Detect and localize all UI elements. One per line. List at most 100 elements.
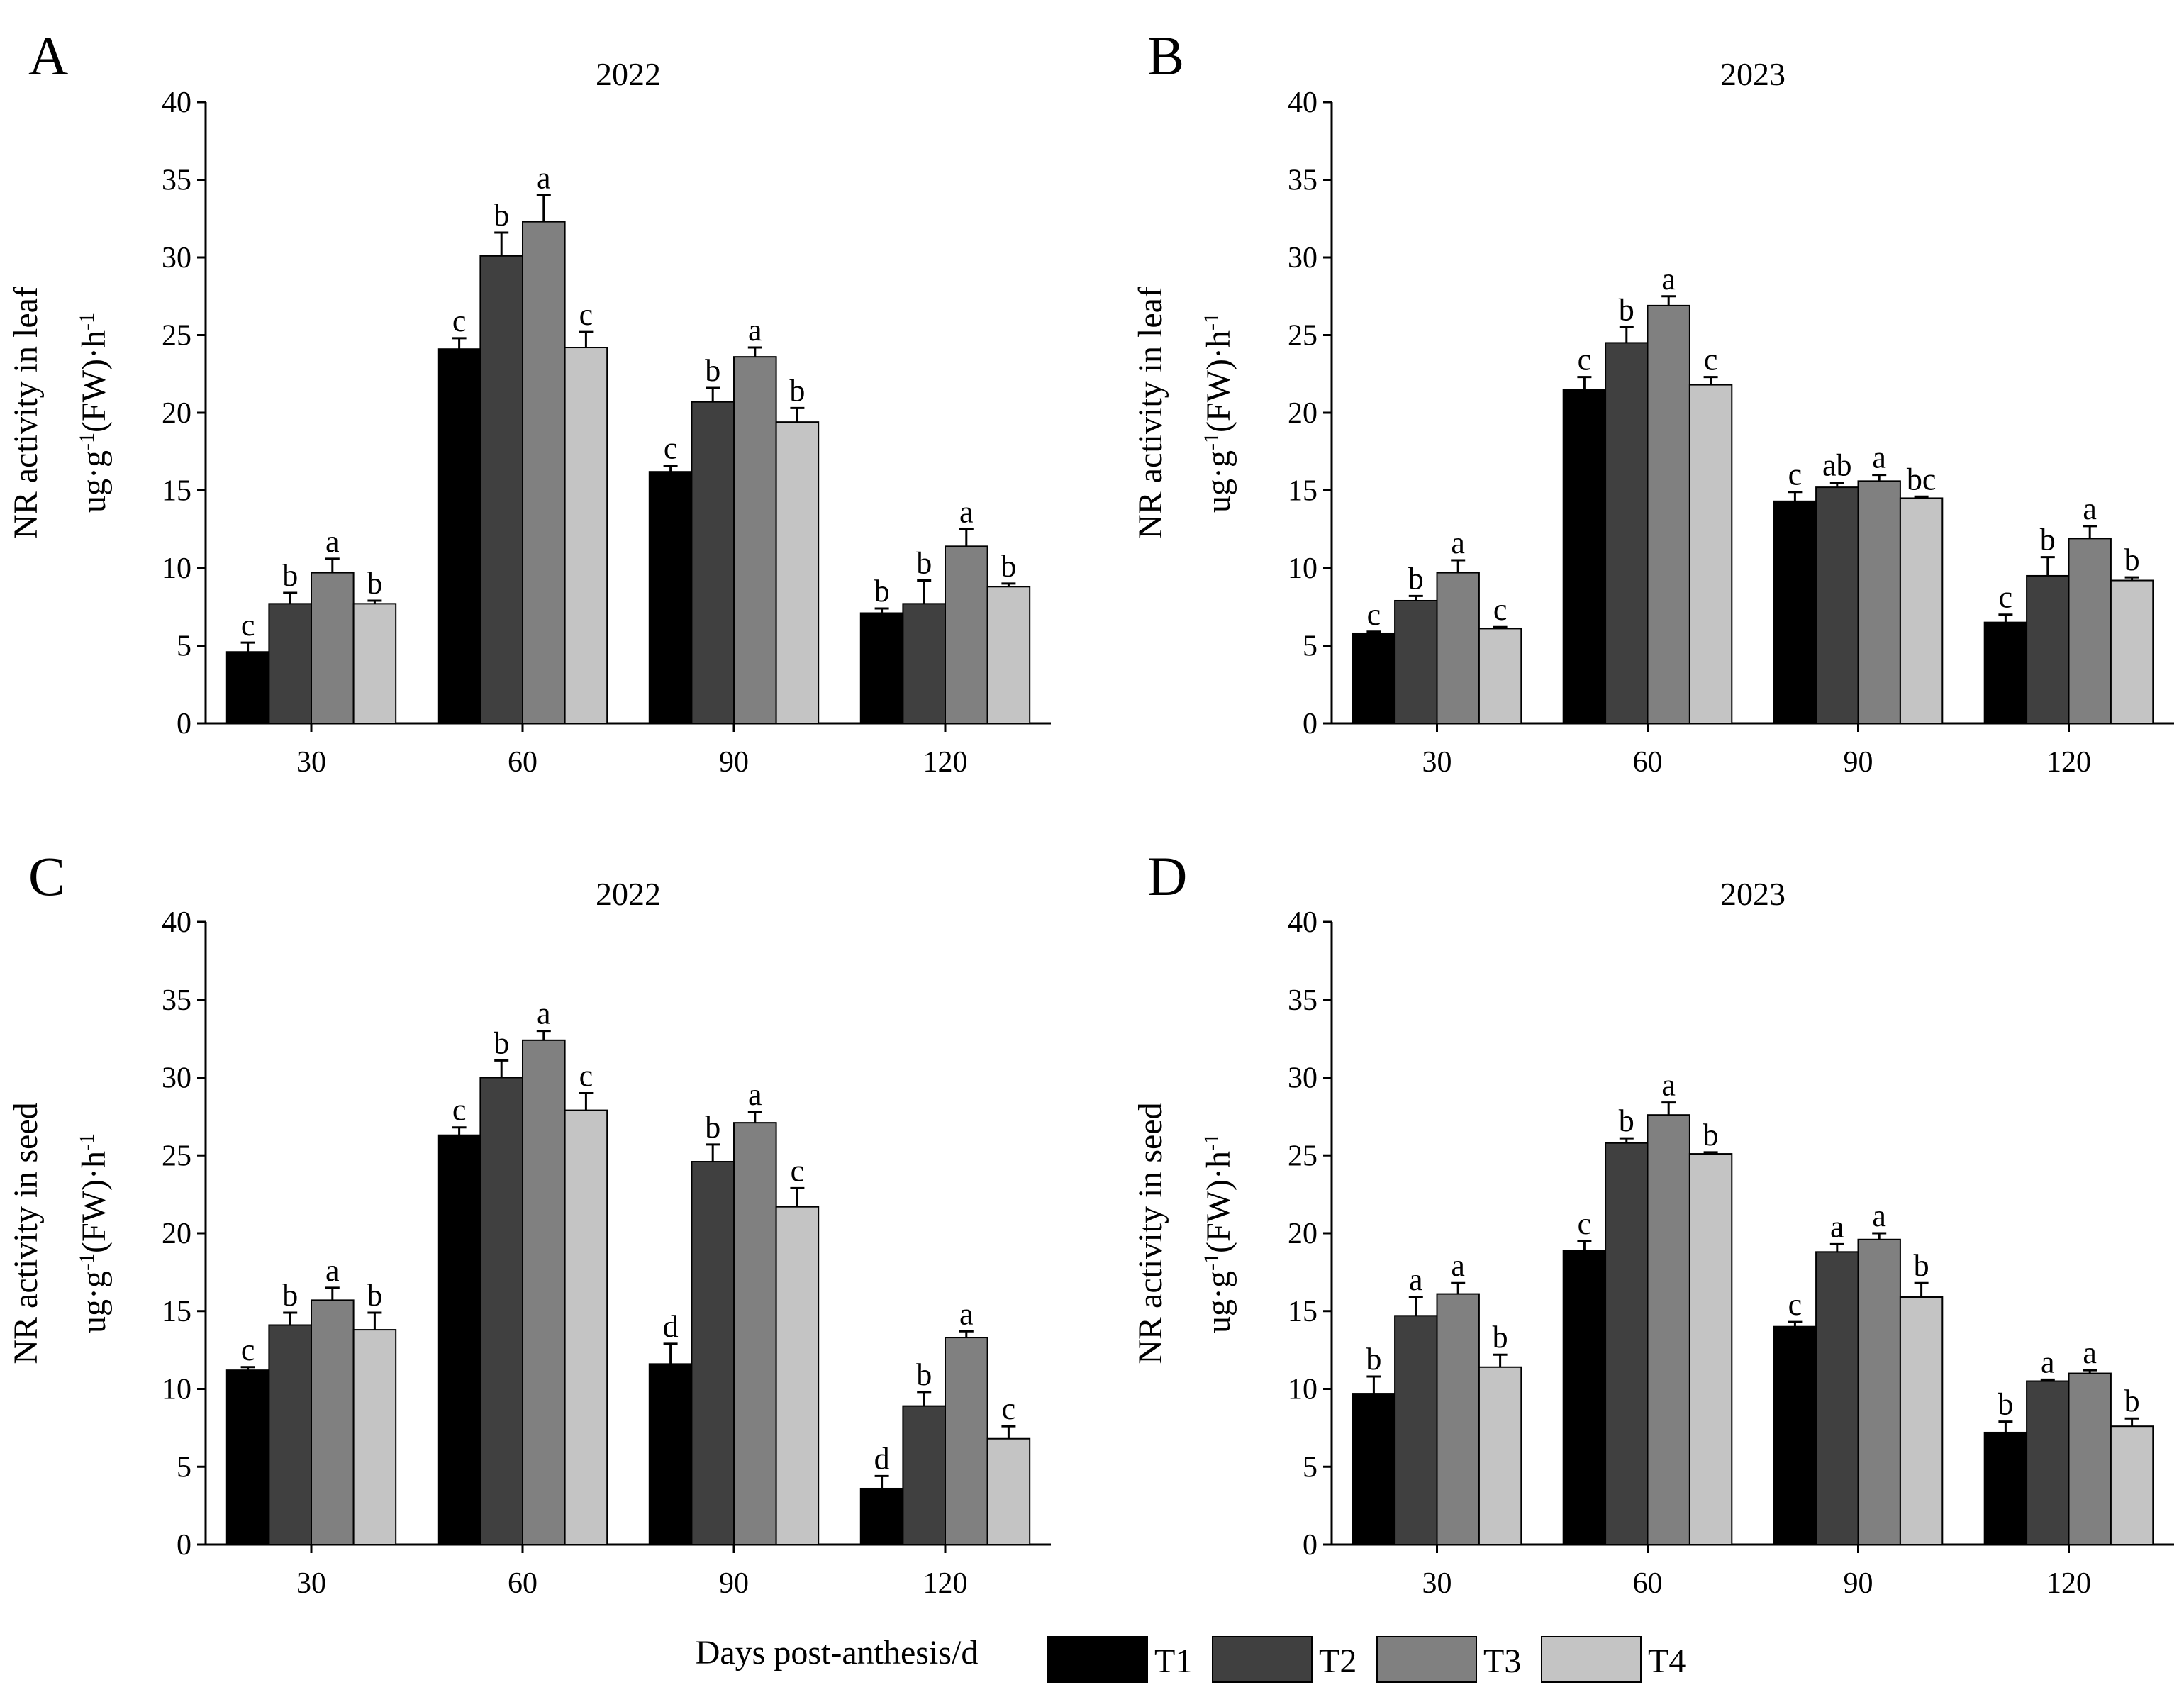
bar-t3 <box>522 221 566 724</box>
unit-part: -1 <box>1200 313 1223 330</box>
bar-t2 <box>1815 1251 1859 1545</box>
y-tick-label: 0 <box>177 1529 191 1562</box>
bar-t4 <box>352 603 397 724</box>
bar-t2 <box>1605 1142 1649 1545</box>
bar-t2 <box>691 401 735 724</box>
significance-label: c <box>1999 580 2013 615</box>
bar-t2 <box>479 255 524 724</box>
y-tick-label: 20 <box>162 1218 191 1250</box>
x-tick-label: 60 <box>1633 746 1663 779</box>
unit-part: -1 <box>1200 1133 1223 1151</box>
bar-t3 <box>1436 572 1480 724</box>
bar-t4 <box>1688 1153 1733 1546</box>
significance-label: b <box>1001 549 1016 584</box>
significance-label: b <box>2124 543 2140 577</box>
bar-t4 <box>2110 579 2154 725</box>
bar-t2 <box>691 1161 735 1545</box>
significance-label: b <box>1619 1103 1634 1138</box>
bar-t1 <box>1773 500 1817 725</box>
significance-label: a <box>2083 1335 2097 1370</box>
significance-label: a <box>1661 1068 1676 1103</box>
significance-label: c <box>241 608 255 643</box>
panel-a: A 2022 0 5 10 15 20 25 30 35 40 NR activity in leaf… <box>7 25 1051 779</box>
significance-label: b <box>1619 293 1634 328</box>
bar-t1 <box>1352 1393 1396 1545</box>
bar-t2 <box>268 1324 312 1545</box>
bar-t2 <box>902 603 947 724</box>
y-tick-label: 30 <box>162 1062 191 1095</box>
panel-title: 2022 <box>596 56 661 92</box>
bar-t1 <box>648 1363 693 1545</box>
bar-t4 <box>1478 628 1522 724</box>
legend-label-t2: T2 <box>1319 1642 1356 1680</box>
x-tick-label: 120 <box>2046 746 2091 779</box>
bar-t4 <box>775 1206 820 1546</box>
y-tick-label: 15 <box>1288 475 1317 508</box>
bar-t4 <box>352 1329 397 1545</box>
y-tick-label: 0 <box>1303 708 1317 740</box>
unit-part: -1 <box>75 313 99 330</box>
significance-label: bc <box>1907 462 1937 496</box>
y-tick-label: 10 <box>162 1374 191 1406</box>
significance-label: a <box>1830 1209 1844 1244</box>
x-tick-label: 90 <box>1844 746 1873 779</box>
x-tick-label: 60 <box>508 746 537 779</box>
panel-letter: B <box>1147 25 1184 87</box>
x-tick-label: 60 <box>1633 1567 1663 1600</box>
x-tick-label: 30 <box>1422 1567 1452 1600</box>
unit-part: -1 <box>75 1253 99 1271</box>
bar-t2 <box>2026 574 2070 725</box>
significance-label: d <box>663 1309 679 1344</box>
bar-t2 <box>479 1077 524 1545</box>
unit-part: (FW)·h <box>1200 330 1237 433</box>
bar-t1 <box>1562 1250 1607 1546</box>
significance-label: a <box>1872 1198 1886 1233</box>
significance-label: b <box>916 546 932 581</box>
bar-t2 <box>1394 599 1438 724</box>
panel-letter: A <box>28 25 68 87</box>
significance-label: d <box>874 1441 890 1476</box>
significance-label: b <box>282 1278 298 1313</box>
bar-t1 <box>225 1369 270 1546</box>
significance-label: a <box>748 1077 762 1112</box>
y-tick-label: 20 <box>1288 1218 1317 1250</box>
panel-title: 2023 <box>1720 876 1785 912</box>
y-tick-label: 5 <box>1303 630 1317 663</box>
legend: Days post-anthesis/d T1 T2 T3 T4 <box>696 1634 1686 1683</box>
significance-label: b <box>2124 1384 2140 1418</box>
significance-label: c <box>1367 597 1381 632</box>
x-tick-label: 120 <box>923 1567 968 1600</box>
unit-part: -1 <box>1200 433 1223 450</box>
unit-part: ug·g <box>75 450 113 513</box>
y-tick-label: 35 <box>1288 165 1317 197</box>
significance-label: b <box>1493 1320 1508 1355</box>
legend-swatch-t1 <box>1047 1636 1148 1683</box>
panel-b: B 2023 0 5 10 15 20 25 30 35 40 NR activity in leaf… <box>1132 25 2174 779</box>
y-tick-label: 40 <box>1288 87 1317 119</box>
legend-swatch-t3 <box>1376 1636 1477 1683</box>
bar-t4 <box>775 421 820 724</box>
bar-t1 <box>648 471 693 724</box>
y-tick-label: 20 <box>1288 397 1317 430</box>
bar-t3 <box>2068 1372 2112 1546</box>
significance-label: c <box>1493 592 1508 627</box>
significance-label: c <box>1788 457 1803 492</box>
significance-label: b <box>1366 1342 1381 1376</box>
legend-label-t1: T1 <box>1154 1642 1192 1680</box>
y-tick-label: 40 <box>1288 906 1317 939</box>
y-tick-label: 30 <box>1288 1062 1317 1095</box>
significance-label: c <box>579 1058 594 1093</box>
bar-t2 <box>268 603 312 724</box>
y-tick-label: 35 <box>1288 984 1317 1017</box>
y-tick-label: 15 <box>162 1296 191 1328</box>
x-tick-label: 30 <box>296 746 326 779</box>
unit-part: ug·g <box>1200 450 1237 513</box>
bar-t3 <box>945 1337 988 1545</box>
significance-label: a <box>1872 440 1886 475</box>
significance-label: c <box>1578 343 1592 377</box>
significance-label: a <box>748 313 762 347</box>
significance-label: a <box>2083 491 2097 526</box>
significance-label: a <box>325 1253 340 1288</box>
unit-part: ug·g <box>1200 1271 1237 1333</box>
y-tick-label: 25 <box>162 320 191 352</box>
